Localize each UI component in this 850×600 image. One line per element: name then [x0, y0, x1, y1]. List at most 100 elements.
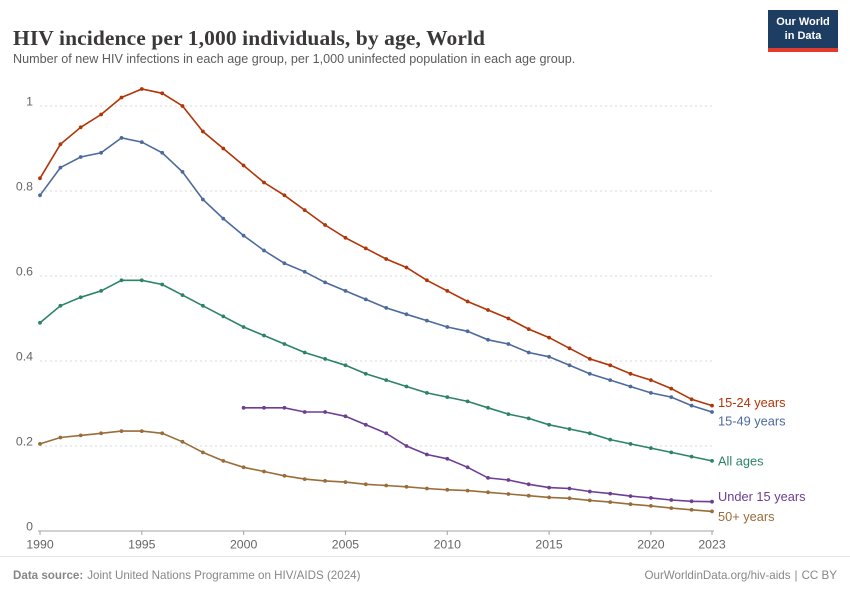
series-point-15-24-years [587, 357, 592, 361]
series-label-15-49-years[interactable]: 15-49 years [718, 413, 786, 428]
series-point-50-years [282, 473, 287, 478]
footer-license: CC BY [801, 569, 837, 582]
series-label-under-15-years[interactable]: Under 15 years [718, 489, 806, 504]
series-point-50-years [587, 498, 592, 503]
series-point-15-24-years [262, 180, 266, 185]
footer-separator: | [794, 569, 798, 582]
y-axis-label-0.6: 0.6 [16, 264, 33, 278]
series-point-15-49-years [506, 342, 511, 346]
series-point-50-years [710, 509, 714, 514]
series-point-all-ages [221, 314, 226, 319]
series-point-15-49-years [99, 150, 103, 155]
series-point-50-years [302, 477, 307, 481]
series-all-ages [38, 278, 714, 463]
series-point-50-years [526, 493, 531, 498]
series-point-15-24-years [38, 176, 42, 181]
series-point-all-ages [710, 459, 714, 463]
series-line-15-24-years[interactable] [39, 88, 713, 407]
series-point-under-15-years [669, 498, 674, 502]
series-point-all-ages [587, 431, 592, 436]
series-point-50-years [38, 442, 42, 446]
series-point-all-ages [567, 427, 572, 431]
series-point-under-15-years [567, 486, 572, 491]
series-point-under-15-years [445, 456, 450, 461]
series-point-all-ages [119, 278, 124, 283]
series-point-15-24-years [221, 146, 226, 151]
x-axis-label-1995: 1995 [128, 537, 156, 551]
series-point-50-years [78, 433, 83, 438]
series-point-15-24-years [302, 208, 307, 213]
series-point-50-years [384, 483, 389, 488]
footer-link[interactable]: OurWorldinData.org/hiv-aids [644, 569, 791, 582]
series-point-50-years [180, 439, 185, 444]
series-label-15-24-years[interactable]: 15-24 years [718, 395, 786, 410]
series-point-15-49-years [526, 350, 531, 355]
series-point-50-years [221, 459, 226, 463]
series-point-all-ages [160, 282, 165, 287]
series-point-15-49-years [180, 170, 185, 174]
series-label-all-ages[interactable]: All ages [718, 453, 764, 468]
series-point-15-49-years [628, 384, 633, 389]
x-axis-label-2015: 2015 [535, 537, 563, 551]
footer: Data source: Joint United Nations Program… [13, 569, 837, 582]
series-point-15-24-years [384, 257, 389, 261]
page-title: HIV incidence per 1,000 individuals, by … [13, 26, 486, 51]
series-point-15-49-years [425, 318, 429, 323]
series-point-under-15-years [506, 478, 511, 482]
series-point-15-24-years [710, 403, 714, 408]
series-line-under-15-years[interactable] [243, 406, 713, 503]
series-point-15-24-years [608, 363, 613, 368]
series-point-15-49-years [201, 197, 205, 202]
series-label-50-years[interactable]: 50+ years [718, 509, 775, 524]
series-point-15-24-years [445, 289, 450, 293]
series-50-years [38, 429, 714, 514]
series-point-all-ages [78, 295, 83, 300]
series-point-50-years [465, 488, 470, 493]
series-point-15-49-years [343, 289, 348, 293]
series-point-all-ages [38, 320, 42, 325]
series-line-all-ages[interactable] [39, 279, 713, 462]
series-point-15-24-years [363, 246, 368, 251]
series-point-15-24-years [343, 235, 348, 240]
series-point-15-49-years [587, 371, 592, 376]
series-point-under-15-years [282, 405, 287, 410]
series-point-all-ages [302, 350, 307, 355]
series-point-15-49-years [139, 140, 144, 145]
series-point-15-49-years [689, 403, 694, 408]
footer-divider [0, 556, 850, 557]
series-point-15-24-years [547, 335, 551, 340]
series-point-all-ages [384, 378, 389, 382]
series-point-all-ages [425, 391, 429, 395]
series-point-all-ages [404, 384, 409, 389]
series-point-15-24-years [58, 142, 63, 147]
footer-right: OurWorldinData.org/hiv-aids | CC BY [644, 569, 837, 582]
owid-logo-line2: in Data [784, 30, 822, 43]
series-point-15-49-years [567, 363, 572, 368]
owid-logo[interactable]: Our World in Data [768, 10, 838, 52]
x-axis-label-1990: 1990 [26, 537, 54, 551]
series-point-under-15-years [262, 405, 266, 410]
series-point-50-years [608, 500, 613, 504]
series-line-15-49-years[interactable] [39, 137, 713, 413]
series-point-15-49-years [221, 216, 226, 221]
series-point-15-24-years [78, 125, 83, 130]
series-point-under-15-years [343, 414, 348, 419]
series-point-15-24-years [526, 327, 531, 331]
series-point-15-49-years [710, 410, 714, 414]
series-point-15-49-years [465, 329, 470, 334]
series-point-under-15-years [486, 476, 490, 480]
series-point-15-24-years [669, 386, 674, 391]
series-point-50-years [567, 496, 572, 501]
series-point-15-49-years [119, 136, 124, 140]
series-line-50-years[interactable] [39, 430, 713, 513]
series-15-24-years [38, 87, 714, 408]
series-point-15-24-years [323, 223, 327, 227]
series-point-all-ages [649, 446, 653, 450]
data-source-value: Joint United Nations Programme on HIV/AI… [87, 569, 361, 582]
series-point-15-49-years [445, 325, 450, 329]
series-point-15-24-years [689, 397, 694, 402]
series-point-15-49-years [58, 165, 63, 170]
series-point-all-ages [363, 371, 368, 376]
series-point-50-years [649, 504, 653, 508]
